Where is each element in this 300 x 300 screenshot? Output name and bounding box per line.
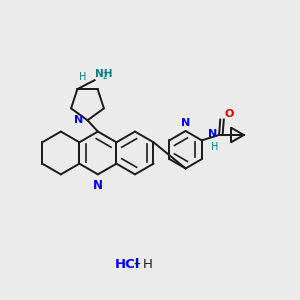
Text: NH: NH [95, 69, 113, 79]
Text: HCl: HCl [114, 258, 140, 271]
Text: H: H [211, 142, 218, 152]
Text: H: H [79, 72, 86, 82]
Text: –: – [133, 257, 140, 272]
Text: 2: 2 [103, 72, 107, 81]
Text: N: N [208, 129, 217, 139]
Text: H: H [142, 258, 152, 271]
Text: N: N [93, 178, 103, 191]
Text: N: N [181, 118, 190, 128]
Text: N: N [74, 115, 83, 125]
Text: O: O [224, 109, 234, 119]
